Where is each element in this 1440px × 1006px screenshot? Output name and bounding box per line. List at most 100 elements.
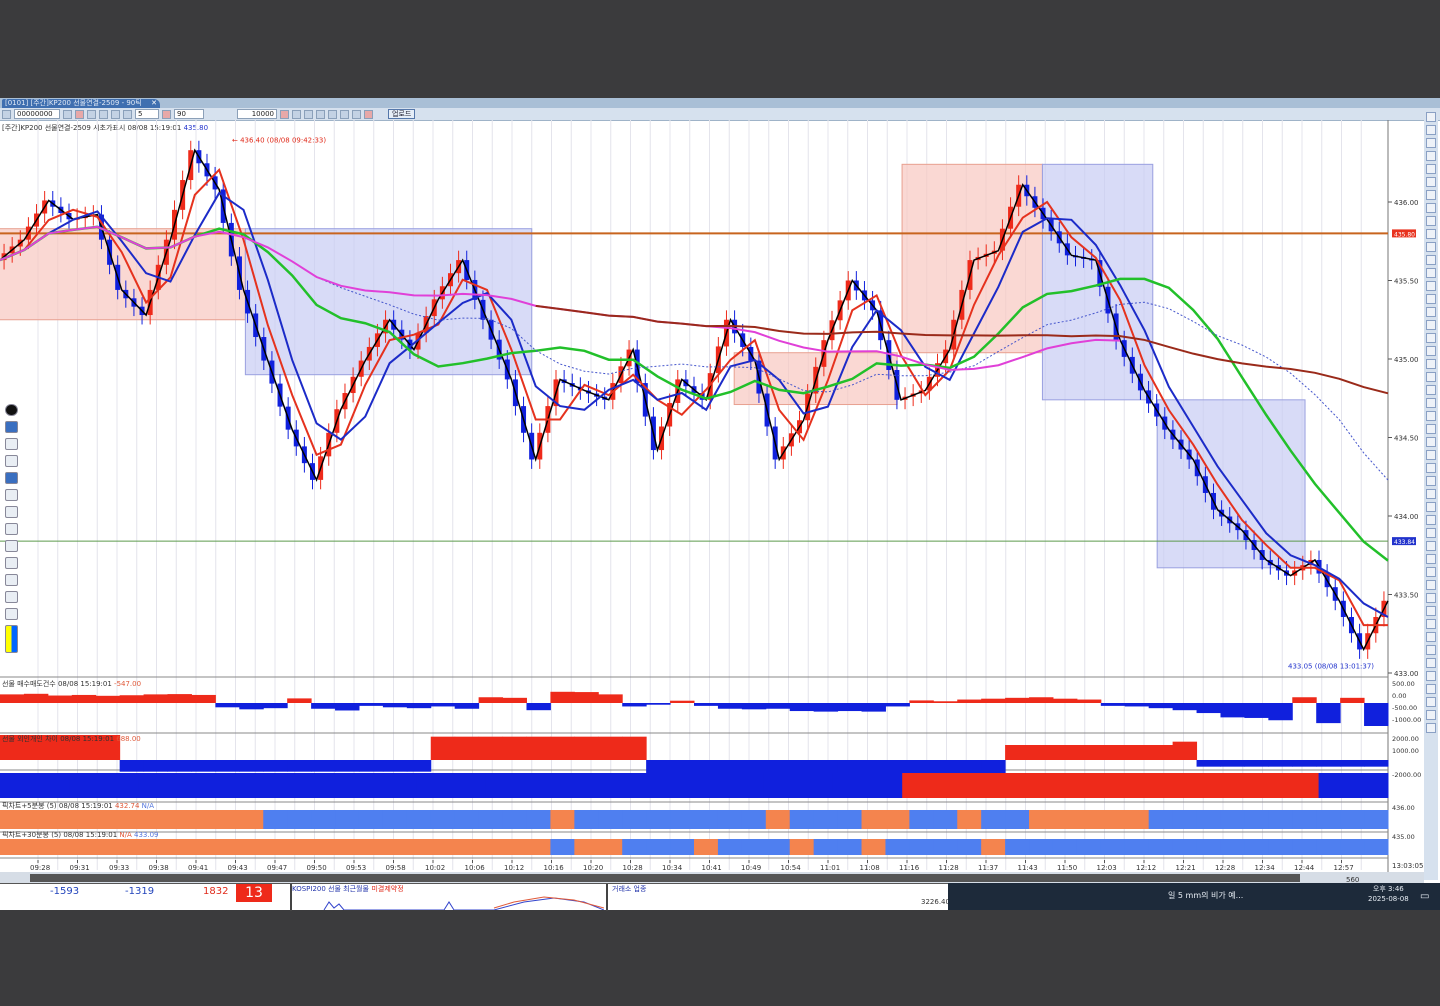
indicator-tool-icon[interactable] bbox=[1426, 567, 1436, 577]
indicator-tool-icon[interactable] bbox=[1426, 359, 1436, 369]
indicator-tool-icon[interactable] bbox=[1426, 281, 1436, 291]
indicator-tool-icon[interactable] bbox=[1426, 138, 1436, 148]
indicator-tool-icon[interactable] bbox=[1426, 476, 1436, 486]
tool-button[interactable] bbox=[292, 109, 301, 119]
undo-icon[interactable] bbox=[4, 540, 18, 552]
period-select[interactable]: 5 bbox=[135, 109, 159, 119]
indicator-bar bbox=[1087, 773, 1111, 798]
line-icon[interactable] bbox=[4, 489, 18, 501]
clock[interactable]: 오후 3:46 2025-08-08 bbox=[1368, 884, 1409, 904]
dot-icon[interactable] bbox=[4, 523, 18, 535]
indicator-tool-icon[interactable] bbox=[1426, 294, 1436, 304]
tool-button[interactable] bbox=[280, 109, 289, 119]
chart-canvas[interactable]: 435.80 433.84 436.00 435.50 435.00 434.50 434.… bbox=[0, 120, 1424, 885]
indicator-tool-icon[interactable] bbox=[1426, 606, 1436, 616]
indicator-tool-icon[interactable] bbox=[1426, 619, 1436, 629]
indicator-tool-icon[interactable] bbox=[1426, 515, 1436, 525]
indicator-tool-icon[interactable] bbox=[1426, 580, 1436, 590]
cursor-icon[interactable] bbox=[4, 438, 18, 450]
lightbulb-icon[interactable] bbox=[4, 404, 18, 416]
indicator-tool-icon[interactable] bbox=[1426, 450, 1436, 460]
indicator-tool-icon[interactable] bbox=[1426, 411, 1436, 421]
indicator-tool-icon[interactable] bbox=[1426, 424, 1436, 434]
indicator-tool-icon[interactable] bbox=[1426, 437, 1436, 447]
indicator-tool-icon[interactable] bbox=[1426, 320, 1436, 330]
indicator-tool-icon[interactable] bbox=[1426, 229, 1436, 239]
count-field[interactable]: 10000 bbox=[237, 109, 277, 119]
indicator-tool-icon[interactable] bbox=[1426, 528, 1436, 538]
tool-button[interactable] bbox=[328, 109, 337, 119]
indicator-tool-icon[interactable] bbox=[1426, 190, 1436, 200]
tool-button[interactable] bbox=[364, 109, 373, 119]
indicator-tool-icon[interactable] bbox=[1426, 645, 1436, 655]
weather-widget[interactable]: 일 5 mm의 비가 예... bbox=[1168, 891, 1244, 900]
week-button[interactable] bbox=[99, 109, 108, 119]
magnet-icon[interactable] bbox=[4, 455, 18, 467]
y-tick-label: 435.50 bbox=[1394, 278, 1419, 286]
indicator-tool-icon[interactable] bbox=[1426, 242, 1436, 252]
camera-icon[interactable] bbox=[4, 591, 18, 603]
close-icon[interactable]: ✕ bbox=[151, 99, 157, 107]
upload-button[interactable]: 업로드 bbox=[388, 109, 416, 119]
indicator-tool-icon[interactable] bbox=[1426, 125, 1436, 135]
indicator-tool-icon[interactable] bbox=[1426, 554, 1436, 564]
indicator-tool-icon[interactable] bbox=[1426, 203, 1436, 213]
indicator-tool-icon[interactable] bbox=[1426, 632, 1436, 642]
eraser-icon[interactable] bbox=[4, 506, 18, 518]
notification-icon[interactable]: ▭ bbox=[1420, 891, 1430, 902]
indicator-tool-icon[interactable] bbox=[1426, 502, 1436, 512]
kospi-title: KOSPI200 선물 최근월물 bbox=[292, 885, 369, 893]
scrollbar-thumb[interactable] bbox=[30, 874, 1300, 882]
tool-button[interactable] bbox=[340, 109, 349, 119]
trash-icon[interactable] bbox=[4, 557, 18, 569]
indicator-bar bbox=[1100, 810, 1126, 829]
indicator-tool-icon[interactable] bbox=[1426, 372, 1436, 382]
indicator-tool-icon[interactable] bbox=[1426, 177, 1436, 187]
tick-select[interactable]: 90 bbox=[174, 109, 204, 119]
indicator-tool-icon[interactable] bbox=[1426, 658, 1436, 668]
indicator-tool-icon[interactable] bbox=[1426, 307, 1436, 317]
indicator-bar bbox=[957, 839, 982, 855]
indicator-tool-icon[interactable] bbox=[1426, 684, 1436, 694]
day-button[interactable] bbox=[87, 109, 96, 119]
indicator-tool-icon[interactable] bbox=[1426, 385, 1436, 395]
indicator-tool-icon[interactable] bbox=[1426, 216, 1436, 226]
indicator-bar bbox=[694, 839, 719, 855]
indicator-tool-icon[interactable] bbox=[1426, 710, 1436, 720]
chart-tab[interactable]: [0101] [주간]KP200 선물연결-2509 - 90틱 ✕ bbox=[2, 99, 160, 108]
indicator-bar bbox=[971, 773, 996, 798]
tick-button[interactable] bbox=[162, 109, 171, 119]
indicator-tool-icon[interactable] bbox=[1426, 671, 1436, 681]
eye-icon[interactable] bbox=[4, 421, 18, 433]
kospi-mini-chart[interactable]: KOSPI200 선물 최근월물 미결제약정 bbox=[290, 884, 608, 911]
indicator-tool-icon[interactable] bbox=[1426, 112, 1436, 122]
indicator-tool-icon[interactable] bbox=[1426, 333, 1436, 343]
indicator-bar bbox=[47, 810, 73, 829]
indicator-tool-icon[interactable] bbox=[1426, 151, 1436, 161]
month-button[interactable] bbox=[111, 109, 120, 119]
indicator-tool-icon[interactable] bbox=[1426, 489, 1436, 499]
tool-button[interactable] bbox=[316, 109, 325, 119]
indicator-tool-icon[interactable] bbox=[1426, 697, 1436, 707]
tool-button[interactable] bbox=[304, 109, 313, 119]
clipboard-icon[interactable] bbox=[4, 608, 18, 620]
pencil-icon[interactable] bbox=[4, 472, 18, 484]
indicator-tool-icon[interactable] bbox=[1426, 723, 1436, 733]
minute-button[interactable] bbox=[123, 109, 132, 119]
indicator-tool-icon[interactable] bbox=[1426, 593, 1436, 603]
code-field[interactable]: 00000000 bbox=[14, 109, 60, 119]
indicator-tool-icon[interactable] bbox=[1426, 346, 1436, 356]
search-icon[interactable] bbox=[63, 109, 72, 119]
favorite-icon[interactable] bbox=[75, 109, 84, 119]
indicator-tool-icon[interactable] bbox=[1426, 164, 1436, 174]
indicator-tool-icon[interactable] bbox=[1426, 255, 1436, 265]
color-palette-icon[interactable] bbox=[4, 625, 18, 653]
tool-button[interactable] bbox=[352, 109, 361, 119]
indicator-tool-icon[interactable] bbox=[1426, 268, 1436, 278]
indicator-tool-icon[interactable] bbox=[1426, 541, 1436, 551]
indicator-bar bbox=[809, 773, 834, 798]
settings-icon[interactable] bbox=[4, 574, 18, 586]
menu-button[interactable] bbox=[2, 109, 11, 119]
indicator-tool-icon[interactable] bbox=[1426, 398, 1436, 408]
indicator-tool-icon[interactable] bbox=[1426, 463, 1436, 473]
